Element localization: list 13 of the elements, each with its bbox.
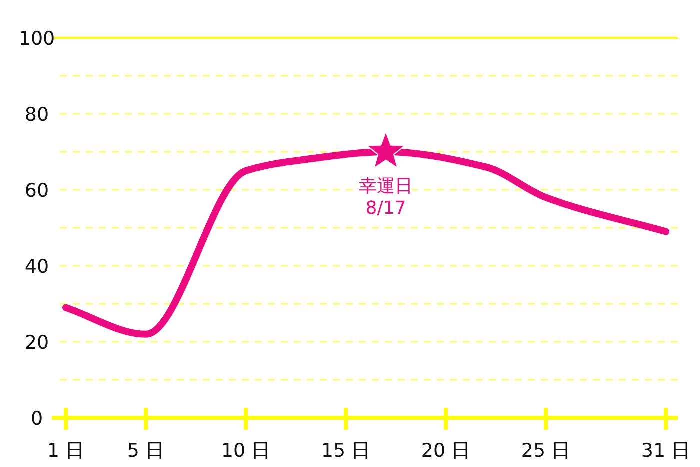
x-tick-label: 15 日 [321,440,371,462]
x-tick-label: 31 日 [641,440,691,462]
x-tick-label: 25 日 [521,440,571,462]
y-tick-label: 40 [24,256,50,278]
x-tick-label: 20 日 [421,440,471,462]
y-tick-label: 0 [30,408,44,430]
y-tick-label: 20 [24,332,50,354]
x-tick-label: 5 日 [127,440,165,462]
y-tick-label: 80 [24,104,50,126]
x-tick-label: 10 日 [221,440,271,462]
y-tick-label: 60 [24,180,50,202]
y-tick-label: 100 [18,28,56,50]
x-tick-label: 1 日 [47,440,85,462]
